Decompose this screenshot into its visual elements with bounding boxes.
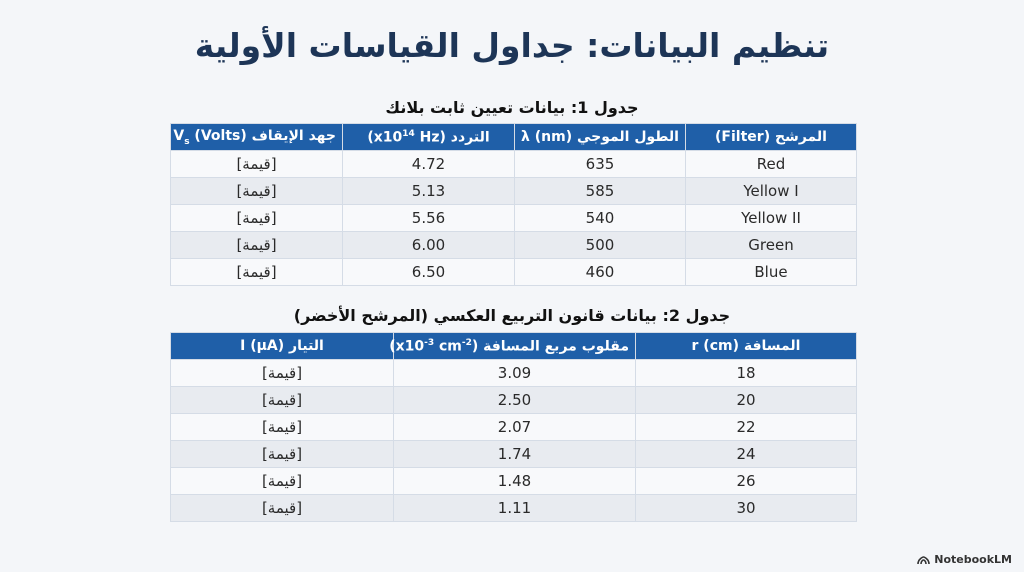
cell-distance: 18 — [635, 359, 857, 387]
table-row: 20 2.50 [قيمة] — [170, 386, 857, 414]
cell-wavelength: 635 — [514, 150, 686, 178]
cell-current: [قيمة] — [170, 440, 394, 468]
table-row: 30 1.11 [قيمة] — [170, 494, 857, 522]
notebooklm-logo-icon — [917, 555, 931, 565]
header-current: التيار I (μA) — [170, 332, 394, 360]
table-row: Yellow I 585 5.13 [قيمة] — [170, 177, 857, 205]
header-inverse-square: مقلوب مربع المسافة (x10-3 cm-2) — [389, 332, 636, 360]
cell-wavelength: 540 — [514, 204, 686, 232]
page-title: تنظيم البيانات: جداول القياسات الأولية — [194, 26, 830, 65]
table1-caption: جدول 1: بيانات تعيين ثابت بلانك — [385, 98, 639, 117]
cell-wavelength: 460 — [514, 258, 686, 286]
table-row: Blue 460 6.50 [قيمة] — [170, 258, 857, 286]
table-row: Yellow II 540 5.56 [قيمة] — [170, 204, 857, 232]
table-row: Green 500 6.00 [قيمة] — [170, 231, 857, 259]
cell-distance: 30 — [635, 494, 857, 522]
cell-current: [قيمة] — [170, 494, 394, 522]
header-stopping-voltage: جهد الإيقاف Vs (Volts) — [170, 123, 343, 151]
table-row: Red 635 4.72 [قيمة] — [170, 150, 857, 178]
table-row: 24 1.74 [قيمة] — [170, 440, 857, 468]
cell-frequency: 5.13 — [342, 177, 515, 205]
header-distance: المسافة r (cm) — [635, 332, 857, 360]
cell-voltage: [قيمة] — [170, 150, 343, 178]
cell-inverse: 2.07 — [393, 413, 636, 441]
cell-filter: Blue — [685, 258, 857, 286]
brand-watermark: NotebookLM — [917, 553, 1012, 566]
cell-voltage: [قيمة] — [170, 204, 343, 232]
cell-filter: Red — [685, 150, 857, 178]
cell-distance: 20 — [635, 386, 857, 414]
table-row: 18 3.09 [قيمة] — [170, 359, 857, 387]
cell-distance: 26 — [635, 467, 857, 495]
cell-wavelength: 585 — [514, 177, 686, 205]
cell-frequency: 6.00 — [342, 231, 515, 259]
cell-distance: 22 — [635, 413, 857, 441]
cell-inverse: 2.50 — [393, 386, 636, 414]
cell-inverse: 1.74 — [393, 440, 636, 468]
table2-caption: جدول 2: بيانات قانون التربيع العكسي (الم… — [293, 306, 731, 325]
cell-voltage: [قيمة] — [170, 177, 343, 205]
header-wavelength: الطول الموجي λ (nm) — [514, 123, 686, 151]
cell-frequency: 6.50 — [342, 258, 515, 286]
header-filter: المرشح (Filter) — [685, 123, 857, 151]
planck-data-table: المرشح (Filter) الطول الموجي λ (nm) التر… — [170, 123, 857, 286]
cell-distance: 24 — [635, 440, 857, 468]
cell-current: [قيمة] — [170, 467, 394, 495]
cell-frequency: 4.72 — [342, 150, 515, 178]
cell-frequency: 5.56 — [342, 204, 515, 232]
cell-wavelength: 500 — [514, 231, 686, 259]
cell-voltage: [قيمة] — [170, 231, 343, 259]
cell-filter: Yellow I — [685, 177, 857, 205]
header-frequency: التردد (x1014 Hz) — [342, 123, 515, 151]
cell-current: [قيمة] — [170, 386, 394, 414]
table-header-row: المرشح (Filter) الطول الموجي λ (nm) التر… — [170, 123, 857, 151]
cell-voltage: [قيمة] — [170, 258, 343, 286]
brand-label: NotebookLM — [934, 553, 1012, 566]
cell-filter: Green — [685, 231, 857, 259]
table-row: 22 2.07 [قيمة] — [170, 413, 857, 441]
cell-inverse: 1.48 — [393, 467, 636, 495]
cell-current: [قيمة] — [170, 359, 394, 387]
table-header-row: المسافة r (cm) مقلوب مربع المسافة (x10-3… — [170, 332, 857, 360]
inverse-square-table: المسافة r (cm) مقلوب مربع المسافة (x10-3… — [170, 332, 857, 522]
cell-filter: Yellow II — [685, 204, 857, 232]
cell-inverse: 1.11 — [393, 494, 636, 522]
cell-current: [قيمة] — [170, 413, 394, 441]
cell-inverse: 3.09 — [393, 359, 636, 387]
table-row: 26 1.48 [قيمة] — [170, 467, 857, 495]
